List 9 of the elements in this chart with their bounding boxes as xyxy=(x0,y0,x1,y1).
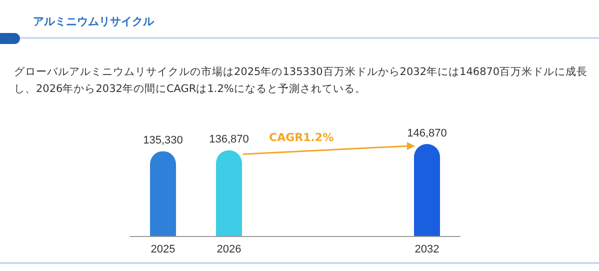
data-label: 146,870 xyxy=(407,127,447,140)
chart-title: アルミニウムリサイクル xyxy=(33,14,154,29)
data-label: 136,870 xyxy=(209,134,249,146)
x-tick-label: 2032 xyxy=(414,244,440,256)
text: CAGR1.2% xyxy=(269,130,334,144)
x-tick-label: 2025 xyxy=(150,244,176,256)
x-tick-label: 2026 xyxy=(216,244,242,256)
chart-subtitle: グローバルアルミニウムリサイクルの市場は2025年の135330百万米ドルから2032年には146870百万米ドルに成長し、2026年から2032年の間にCAGRは1.2%になると予測されている。 xyxy=(14,65,589,97)
data-label: 135,330 xyxy=(143,134,183,147)
